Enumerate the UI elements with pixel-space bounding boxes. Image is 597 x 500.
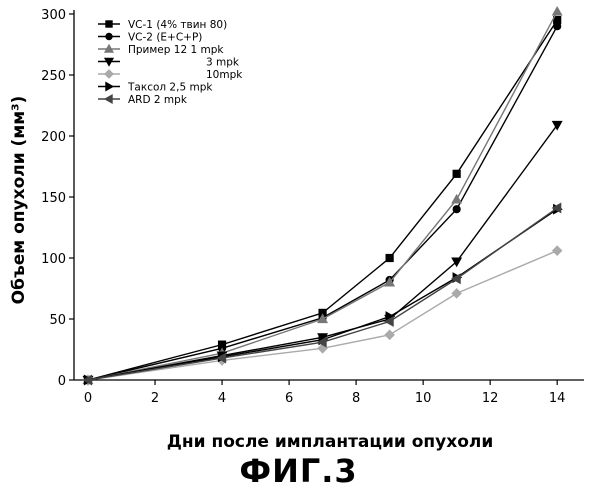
y-tick-label: 150 <box>41 191 66 206</box>
legend-marker <box>105 95 112 103</box>
legend-marker <box>106 33 112 39</box>
legend-label: VC-1 (4% твин 80) <box>128 19 227 31</box>
series-line <box>88 26 557 380</box>
legend-item-4: 3 mpk <box>98 57 240 69</box>
legend: VC-1 (4% твин 80)VC-2 (E+C+P)Пример 12 1… <box>98 19 243 106</box>
x-tick-label: 2 <box>151 391 159 406</box>
tumor-volume-chart: 0 50 100 150 200 250 300 0 2 4 6 8 10 12 14 VC-1 (4% т… <box>0 0 597 455</box>
axes: 0 50 100 150 200 250 300 0 2 4 6 8 10 12 14 <box>41 8 584 406</box>
legend-label: Таксол 2,5 mpk <box>127 82 213 94</box>
legend-item-5: 10mpk <box>98 69 243 81</box>
legend-marker <box>106 21 112 27</box>
y-tick-label: 0 <box>58 374 66 389</box>
x-tick-label: 10 <box>415 391 432 406</box>
series-line <box>88 12 557 380</box>
legend-item-6: Таксол 2,5 mpk <box>98 82 213 94</box>
x-tick-label: 6 <box>285 391 293 406</box>
data-point <box>453 170 460 177</box>
legend-item-3: Пример 12 1 mpk <box>98 44 224 56</box>
data-point <box>553 246 562 255</box>
data-point <box>553 7 562 15</box>
series-6 <box>84 205 561 385</box>
legend-label: Пример 12 1 mpk <box>128 44 224 56</box>
legend-label: 3 mpk <box>206 57 240 69</box>
data-point <box>453 206 460 213</box>
y-tick-label: 100 <box>41 252 66 267</box>
series-line <box>88 20 557 380</box>
x-tick-label: 4 <box>218 391 226 406</box>
data-point <box>452 195 461 203</box>
data-point <box>554 23 561 30</box>
series-1 <box>84 17 560 384</box>
legend-item-2: VC-2 (E+C+P) <box>98 32 202 44</box>
data-point <box>386 254 393 261</box>
y-axis-label: Объем опухоли (мм³) <box>9 96 29 305</box>
legend-label: VC-2 (E+C+P) <box>128 32 202 44</box>
legend-label: 10mpk <box>206 69 243 81</box>
series-2 <box>84 23 560 384</box>
series-3 <box>83 7 561 384</box>
series-layer <box>83 7 561 385</box>
data-point <box>452 289 461 298</box>
series-line <box>88 208 557 380</box>
y-tick-label: 50 <box>49 313 66 328</box>
y-tick-label: 200 <box>41 130 66 145</box>
data-point <box>385 330 394 339</box>
x-tick-label: 14 <box>549 391 566 406</box>
legend-item-7: ARD 2 mpk <box>98 94 188 106</box>
figure-caption: ФИГ.3 <box>0 452 597 490</box>
x-tick-label: 8 <box>352 391 360 406</box>
x-tick-label: 12 <box>482 391 499 406</box>
series-line <box>88 209 557 380</box>
y-tick-label: 250 <box>41 69 66 84</box>
legend-label: ARD 2 mpk <box>128 94 188 106</box>
legend-marker <box>106 82 113 90</box>
legend-marker <box>105 70 113 78</box>
series-7 <box>83 203 560 384</box>
x-tick-label: 0 <box>84 391 92 406</box>
y-tick-label: 300 <box>41 8 66 23</box>
x-axis-label: Дни после имплантации опухоли <box>167 432 494 452</box>
legend-item-1: VC-1 (4% твин 80) <box>98 19 227 31</box>
